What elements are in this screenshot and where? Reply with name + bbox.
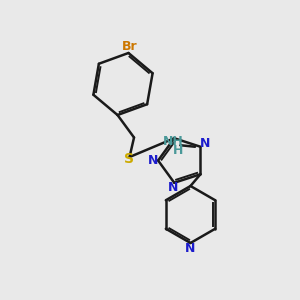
Text: N: N — [167, 182, 178, 194]
Text: N: N — [200, 137, 210, 150]
Text: H: H — [173, 144, 183, 157]
Text: N: N — [185, 242, 196, 256]
Text: N: N — [148, 154, 158, 167]
Text: Br: Br — [122, 40, 137, 53]
Text: S: S — [124, 152, 134, 166]
Text: NH: NH — [163, 135, 184, 148]
